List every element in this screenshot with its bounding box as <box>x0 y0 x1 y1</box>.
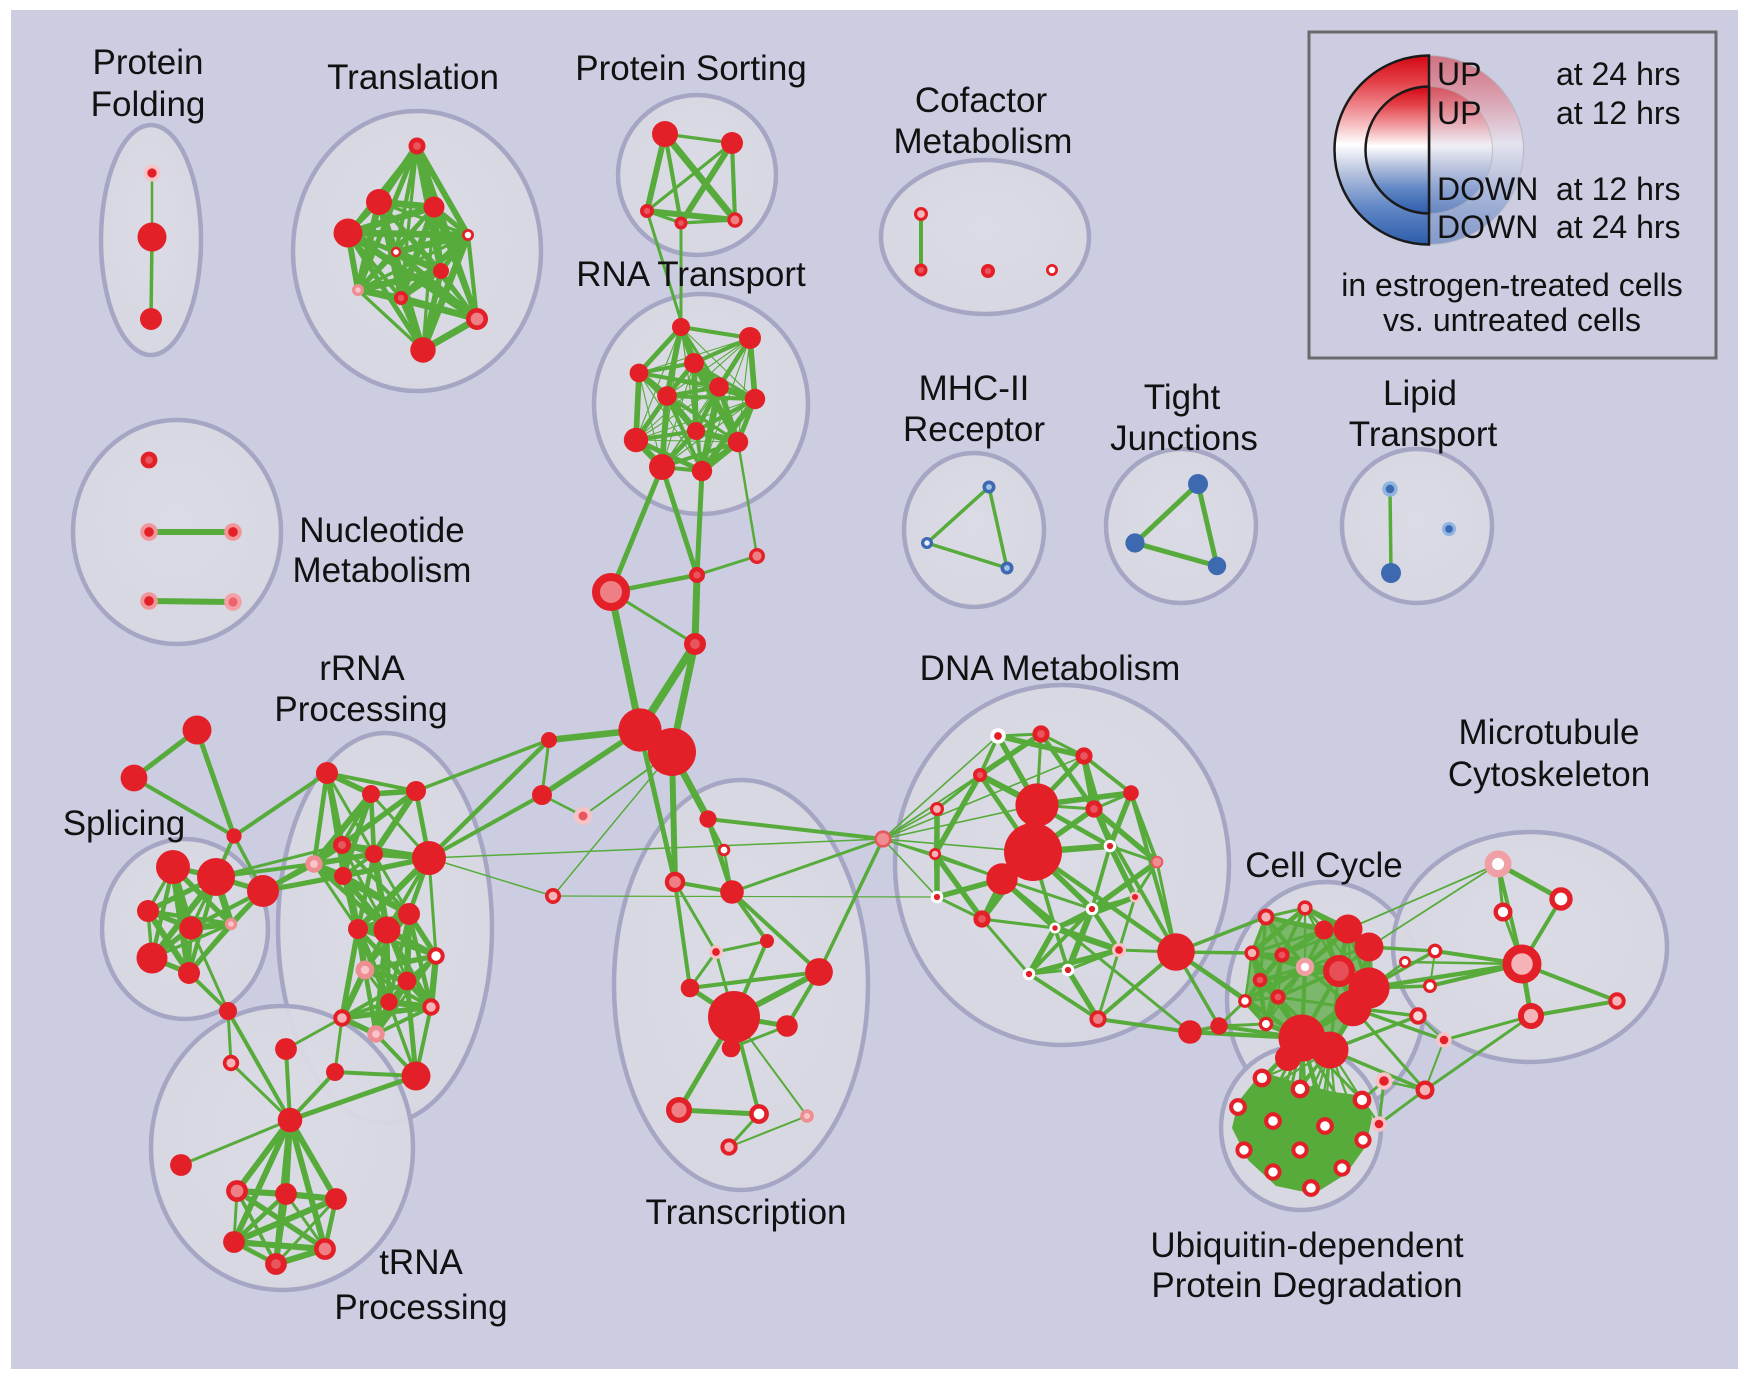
svg-text:Metabolism: Metabolism <box>293 551 472 590</box>
svg-text:Cytoskeleton: Cytoskeleton <box>1448 755 1650 794</box>
svg-text:Folding: Folding <box>91 85 206 124</box>
svg-text:Splicing: Splicing <box>63 804 186 843</box>
svg-text:vs. untreated cells: vs. untreated cells <box>1383 302 1641 338</box>
svg-text:Microtubule: Microtubule <box>1459 713 1640 752</box>
svg-text:UP: UP <box>1437 56 1481 92</box>
svg-text:at 12 hrs: at 12 hrs <box>1556 171 1681 207</box>
svg-text:RNA Transport: RNA Transport <box>576 255 806 294</box>
svg-text:Metabolism: Metabolism <box>894 122 1073 161</box>
svg-text:DOWN: DOWN <box>1437 171 1538 207</box>
svg-text:DNA Metabolism: DNA Metabolism <box>920 649 1181 688</box>
svg-text:tRNA: tRNA <box>379 1243 463 1282</box>
svg-text:Transcription: Transcription <box>646 1193 847 1232</box>
svg-text:Lipid: Lipid <box>1383 374 1457 413</box>
svg-text:Cofactor: Cofactor <box>915 81 1048 120</box>
svg-text:rRNA: rRNA <box>319 649 405 688</box>
svg-text:Transport: Transport <box>1349 415 1498 454</box>
svg-text:Receptor: Receptor <box>903 410 1045 449</box>
svg-text:Protein Sorting: Protein Sorting <box>575 49 807 88</box>
svg-text:MHC-II: MHC-II <box>919 369 1030 408</box>
svg-text:at 12 hrs: at 12 hrs <box>1556 95 1681 131</box>
svg-text:at 24 hrs: at 24 hrs <box>1556 56 1681 92</box>
svg-text:Junctions: Junctions <box>1110 419 1258 458</box>
svg-text:Protein Degradation: Protein Degradation <box>1151 1266 1462 1305</box>
svg-text:Nucleotide: Nucleotide <box>299 511 464 550</box>
svg-text:in estrogen-treated cells: in estrogen-treated cells <box>1341 267 1683 303</box>
svg-text:Cell Cycle: Cell Cycle <box>1245 846 1403 885</box>
svg-text:Protein: Protein <box>93 43 204 82</box>
svg-text:Processing: Processing <box>334 1288 507 1327</box>
svg-text:at 24 hrs: at 24 hrs <box>1556 209 1681 245</box>
svg-text:DOWN: DOWN <box>1437 209 1538 245</box>
svg-text:Tight: Tight <box>1144 378 1221 417</box>
svg-text:UP: UP <box>1437 95 1481 131</box>
svg-text:Processing: Processing <box>274 690 447 729</box>
svg-text:Translation: Translation <box>327 58 499 97</box>
svg-text:Ubiquitin-dependent: Ubiquitin-dependent <box>1150 1226 1464 1265</box>
